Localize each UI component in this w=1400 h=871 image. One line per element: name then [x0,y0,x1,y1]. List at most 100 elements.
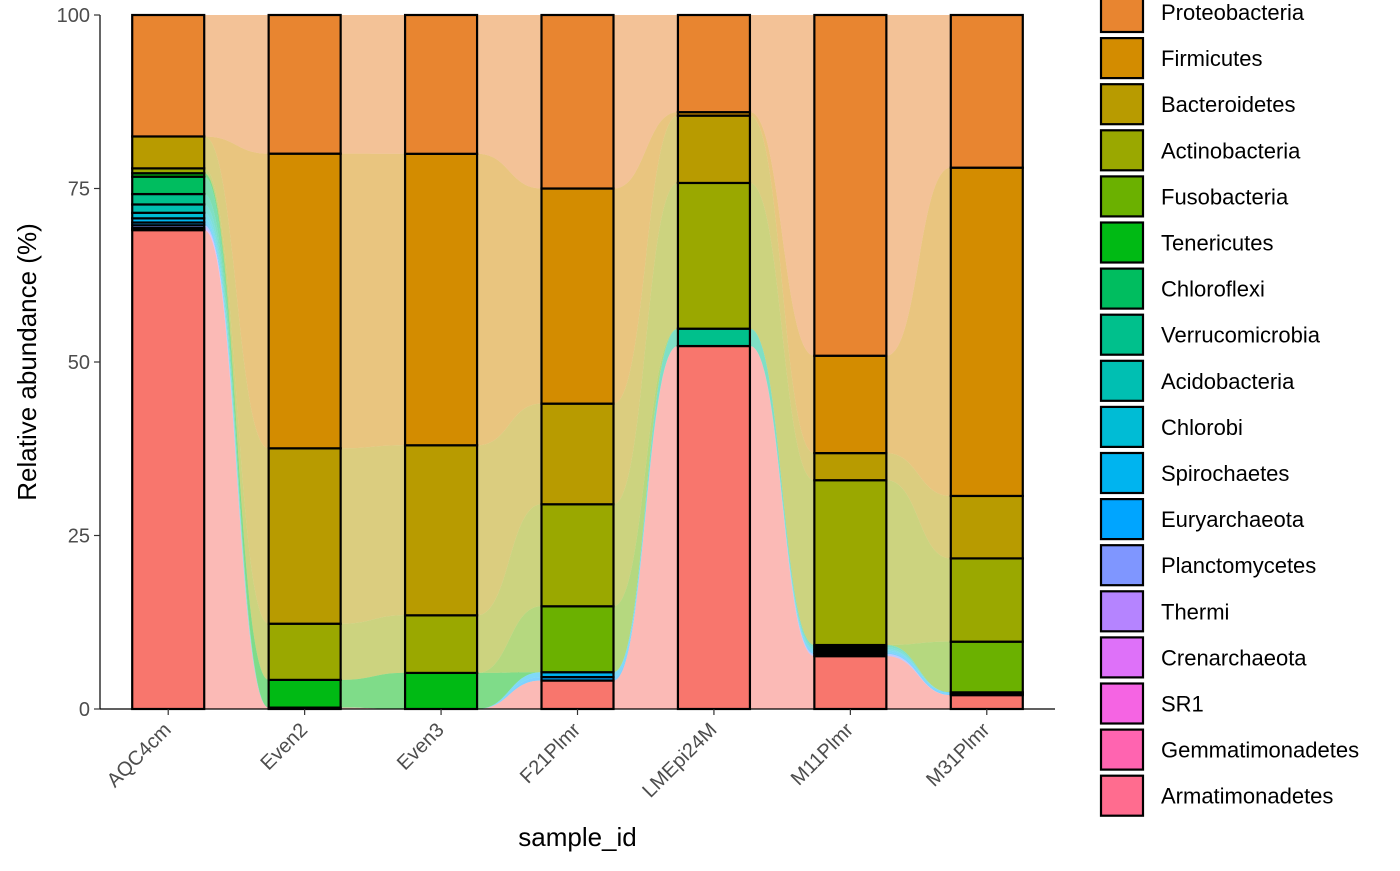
flow-chlorobi-4 [749,346,815,651]
bar-segment-f21plmr-armatimonadetes [540,679,615,711]
bar-segment-aqc4cm-armatimonadetes [131,229,206,711]
y-axis-title: Relative abundance (%) [12,223,42,501]
bar-segment-even2-tenericutes [267,678,342,709]
y-tick-label: 100 [57,5,90,27]
flow-proteobacteria-3 [613,15,678,189]
legend-item-verrucomicrobia: Verrucomicrobia [1099,313,1321,356]
legend-item-crenarchaeota: Crenarchaeota [1099,636,1307,679]
legend-item-thermi: Thermi [1099,590,1229,633]
flow-fusobacteria-2 [477,606,542,673]
legend-item-firmicutes: Firmicutes [1099,36,1262,80]
legend-label: Tenericutes [1161,231,1274,256]
legend-swatch [1099,498,1145,541]
flow-tenericutes-1 [340,672,406,709]
flow-acidobacteria-4 [749,346,815,650]
bar-segment-m31plmr-fusobacteria [949,640,1024,694]
flow-proteobacteria-5 [886,15,951,356]
y-tick-label: 75 [68,179,90,201]
legend-swatch [1099,451,1145,495]
legend-label: Bacteroidetes [1161,92,1296,117]
x-tick-label: M31Plmr [922,719,994,791]
legend-item-acidobacteria: Acidobacteria [1099,359,1295,402]
bar-segment-f21plmr-firmicutes [540,187,615,405]
legend-label: Actinobacteria [1161,138,1301,163]
legend-label: Armatimonadetes [1161,784,1333,809]
bar-segment-m11plmr-proteobacteria [813,13,888,357]
flow-firmicutes-0 [204,136,269,449]
bar-segment-m11plmr-firmicutes [813,354,888,455]
flow-armatimonadetes-0 [204,230,269,709]
flow-verrucomicrobia-4 [749,328,815,648]
x-tick-label: M11Plmr [787,719,858,790]
y-tick-label: 50 [68,352,90,374]
bar-segment-m31plmr-armatimonadetes [949,694,1024,711]
legend-item-chloroflexi: Chloroflexi [1099,267,1265,310]
flow-crenarchaeota-0 [204,229,269,708]
legend-item-planctomycetes: Planctomycetes [1099,544,1316,587]
legend-label: Crenarchaeota [1161,645,1307,670]
x-tick-label: LMEpi24M [638,719,721,802]
flow-acidobacteria-5 [886,647,951,693]
flow-euryarchaeota-3 [613,346,678,681]
legend-swatch [1099,0,1145,34]
bar-segment-even2-proteobacteria [267,13,342,155]
legend-label: Chloroflexi [1161,277,1265,302]
flow-actinobacteria-1 [340,615,406,680]
bar-segment-lmepi24m-verrucomicrobia [676,327,752,348]
flow-spirochaetes-5 [886,650,951,694]
flow-fusobacteria-5 [886,641,951,693]
flow-actinobacteria-5 [886,480,951,646]
legend-swatch [1099,636,1145,679]
legend-swatch [1099,313,1145,356]
legend-swatch [1099,175,1145,218]
flow-proteobacteria-1 [340,15,406,154]
flow-euryarchaeota-5 [886,652,951,696]
bar-segment-f21plmr-actinobacteria [540,503,615,608]
bar-segment-even3-firmicutes [403,152,479,447]
flow-verrucomicrobia-0 [204,194,269,708]
y-tick-label: 0 [79,699,90,721]
flow-proteobacteria-2 [477,15,542,189]
legend-label: Planctomycetes [1161,553,1316,578]
bar-segment-even3-tenericutes [403,671,479,711]
bar-segment-even2-firmicutes [267,152,342,450]
x-axis-title: sample_id [518,822,637,852]
legend-label: Thermi [1161,599,1229,624]
flow-chlorobi-5 [886,649,951,693]
legend-item-tenericutes: Tenericutes [1099,221,1274,264]
flow-firmicutes-5 [886,167,951,496]
flow-actinobacteria-2 [477,504,542,673]
x-tick-label: F21Plmr [516,719,585,788]
legend-swatch [1099,83,1145,126]
stacked-bars [131,13,1024,711]
flow-bacteroidetes-0 [204,136,269,624]
bar-segment-m31plmr-bacteroidetes [949,494,1024,560]
flow-spirochaetes-0 [204,218,269,708]
bar-segment-m11plmr-actinobacteria [813,479,888,647]
y-tick-label: 25 [68,526,90,548]
bar-segment-f21plmr-proteobacteria [540,13,615,190]
x-tick-label: AQC4cm [103,719,176,792]
flow-bacteroidetes-1 [340,445,406,624]
flow-bacteroidetes-5 [886,453,951,559]
legend-swatch [1099,267,1145,310]
legend-label: Firmicutes [1161,46,1262,71]
legend-item-armatimonadetes: Armatimonadetes [1099,774,1333,817]
flow-chloroflexi-0 [204,176,269,708]
legend-label: Chlorobi [1161,415,1243,440]
legend-label: SR1 [1161,692,1204,717]
bar-segment-aqc4cm-chloroflexi [131,175,206,196]
flow-bacteroidetes-2 [477,403,542,616]
bar-segment-f21plmr-fusobacteria [540,605,615,674]
flow-planctomycetes-4 [749,346,815,657]
bar-segment-lmepi24m-bacteroidetes [676,114,752,185]
flow-euryarchaeota-4 [749,346,815,655]
flow-firmicutes-4 [749,112,815,454]
legend-label: Spirochaetes [1161,461,1289,486]
flow-euryarchaeota-2 [477,677,542,709]
flow-proteobacteria-0 [204,15,269,154]
flow-actinobacteria-3 [613,182,678,607]
flow-bacteroidetes-3 [613,115,678,505]
